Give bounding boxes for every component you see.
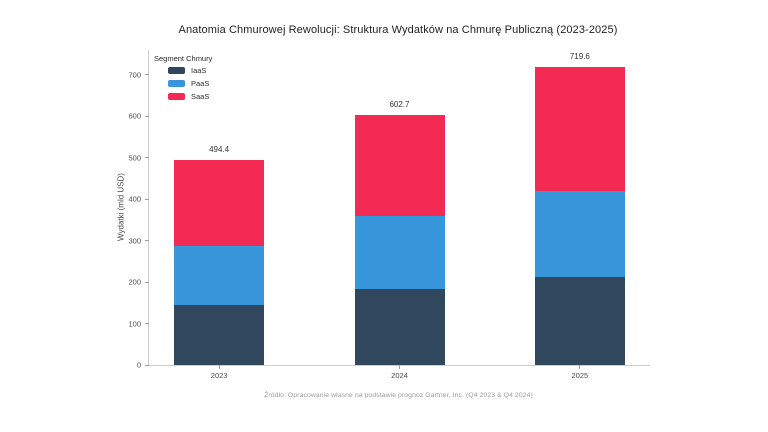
- legend-swatch-saas: [168, 93, 185, 100]
- x-tick-label-2025: 2025: [571, 371, 589, 380]
- y-tick-label: 500: [128, 153, 141, 163]
- plot-area: Segment Chmury IaaS PaaS SaaS 0 100 200 300 40…: [128, 50, 650, 380]
- y-tick-label: 100: [128, 319, 141, 329]
- x-tick-label-2024: 2024: [391, 371, 408, 380]
- x-tick-mark: [399, 365, 400, 369]
- bar-segment-paas-2024[interactable]: [354, 216, 445, 290]
- y-tick-mark: [145, 240, 149, 242]
- legend-label-saas: SaaS: [191, 92, 210, 101]
- y-tick-mark: [145, 281, 149, 283]
- y-tick-label: 600: [128, 111, 141, 121]
- y-tick-label: 300: [128, 236, 141, 246]
- y-tick-label: 200: [128, 277, 141, 287]
- bar-total-label-2023: 494.4: [209, 145, 230, 155]
- bar-segment-paas-2023[interactable]: [174, 246, 265, 306]
- bar-total-label-2024: 602.7: [389, 100, 410, 110]
- y-tick-label: 700: [128, 70, 141, 80]
- legend-item-iaas[interactable]: IaaS: [168, 66, 212, 75]
- source-note: Źródło: Opracowanie własne na podstawie …: [264, 392, 533, 399]
- bar-segment-saas-2023[interactable]: [174, 160, 265, 247]
- y-axis-title: Wydatki (mld USD): [116, 173, 126, 241]
- legend-title: Segment Chmury: [154, 54, 213, 63]
- bar-segment-saas-2024[interactable]: [354, 115, 445, 217]
- legend: Segment Chmury IaaS PaaS SaaS: [154, 54, 212, 105]
- y-tick-mark: [145, 364, 149, 366]
- x-tick-mark: [579, 365, 581, 369]
- y-tick-label: 400: [128, 194, 141, 204]
- legend-label-iaas: IaaS: [191, 66, 207, 75]
- legend-swatch-iaas: [168, 67, 185, 74]
- stacked-bar-2024[interactable]: [354, 115, 445, 365]
- x-tick-label-2023: 2023: [210, 371, 228, 380]
- stacked-bar-2023[interactable]: [174, 160, 265, 365]
- legend-items: IaaS PaaS SaaS: [154, 66, 212, 101]
- y-tick-mark: [145, 323, 149, 325]
- stacked-bar-2025[interactable]: [534, 66, 625, 365]
- bar-total-label-2025: 719.6: [569, 51, 590, 61]
- bar-segment-paas-2025[interactable]: [534, 190, 625, 278]
- legend-swatch-paas: [168, 80, 185, 87]
- y-tick-mark: [145, 198, 149, 200]
- bar-segment-iaas-2024[interactable]: [354, 289, 445, 365]
- legend-item-paas[interactable]: PaaS: [168, 79, 212, 88]
- x-tick-mark: [218, 365, 220, 369]
- y-tick-mark: [145, 115, 149, 117]
- bar-segment-iaas-2025[interactable]: [534, 277, 625, 365]
- chart-title: Anatomia Chmurowej Rewolucji: Struktura …: [178, 24, 618, 36]
- bar-segment-iaas-2023[interactable]: [174, 305, 265, 365]
- legend-label-paas: PaaS: [191, 79, 210, 88]
- y-tick-label: 0: [136, 360, 141, 370]
- bar-segment-saas-2025[interactable]: [534, 66, 625, 191]
- legend-item-saas[interactable]: SaaS: [168, 92, 212, 101]
- y-tick-mark: [145, 74, 149, 76]
- y-tick-mark: [145, 157, 149, 159]
